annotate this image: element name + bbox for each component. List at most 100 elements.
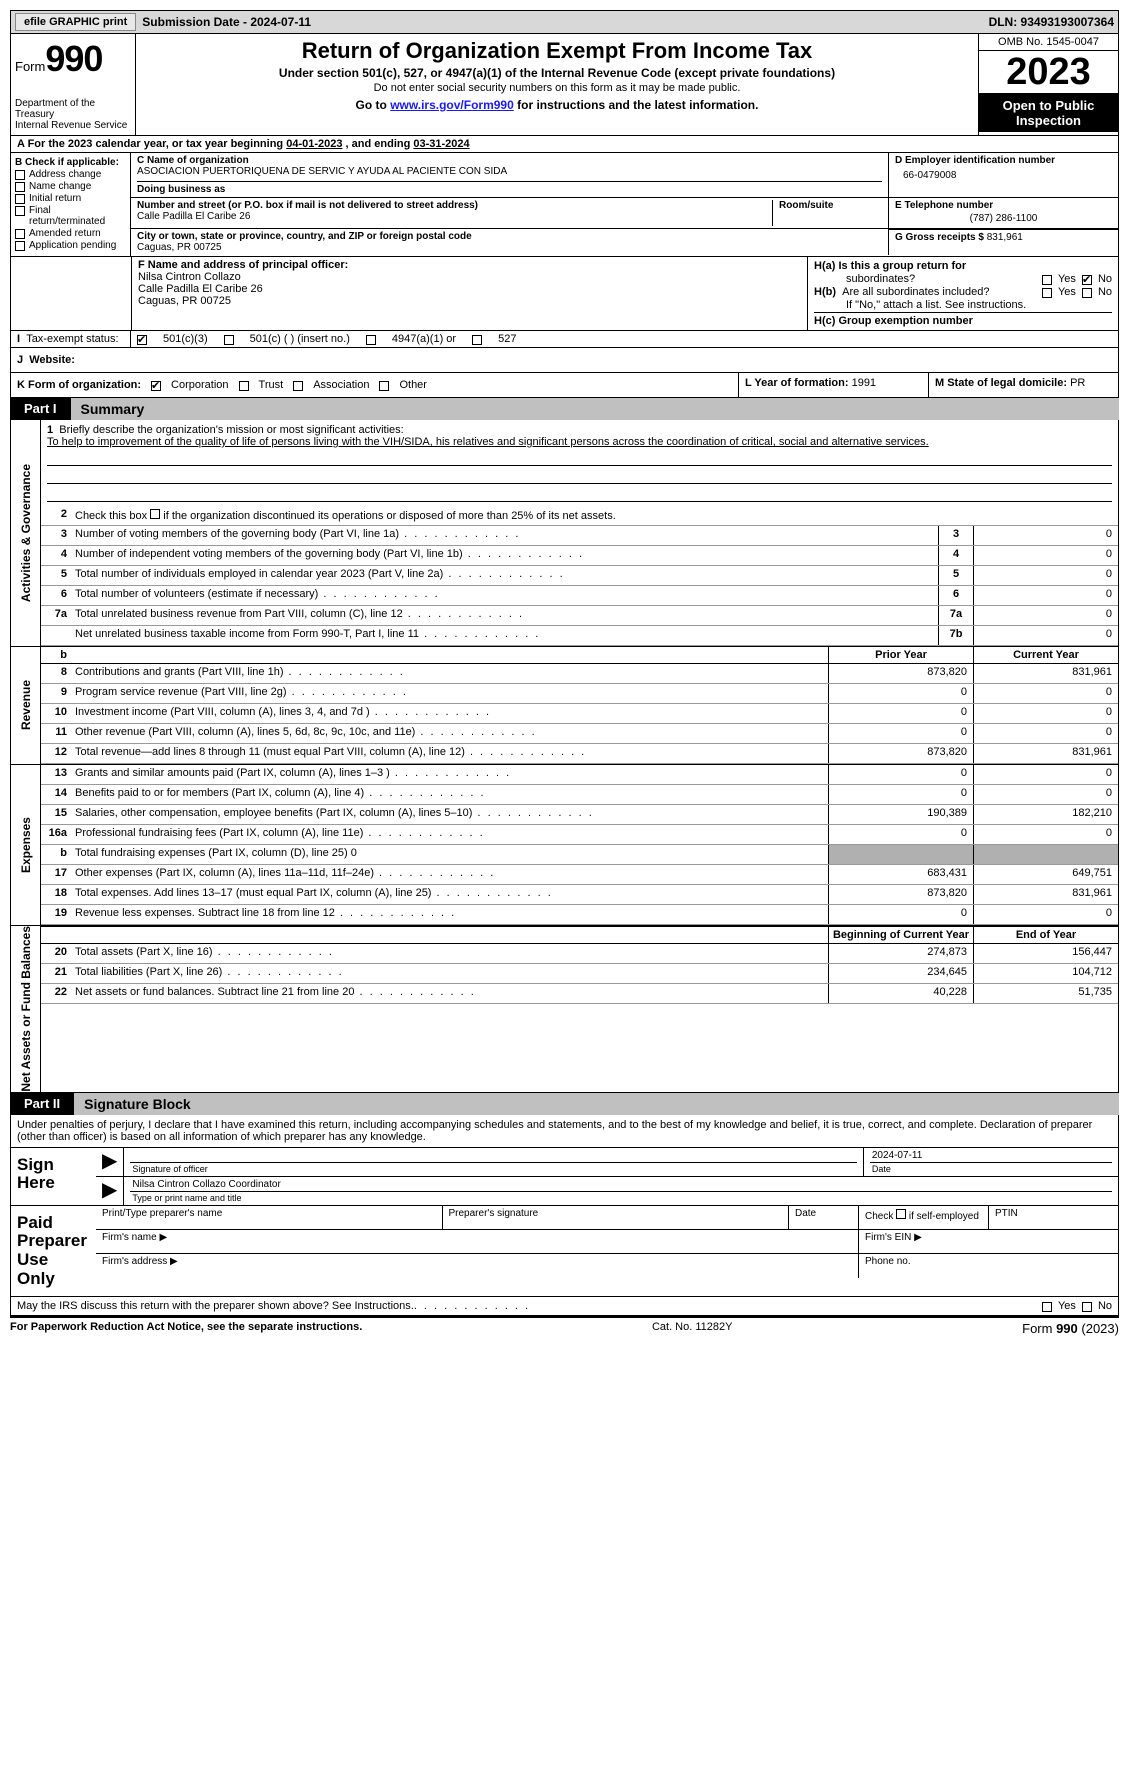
goto-link[interactable]: www.irs.gov/Form990 (390, 98, 514, 112)
section-c-wrap: C Name of organization ASOCIACION PUERTO… (131, 153, 1118, 256)
sign-here-block: Sign Here ▶ Signature of officer 2024-07… (10, 1148, 1119, 1206)
section-h: H(a) Is this a group return for subordin… (808, 257, 1118, 330)
checkbox-icon[interactable] (1082, 288, 1092, 298)
checkbox-icon[interactable] (15, 241, 25, 251)
chk-initial-return[interactable]: Initial return (15, 193, 126, 204)
checkbox-icon[interactable] (379, 381, 389, 391)
gross-label: G Gross receipts $ (895, 232, 984, 243)
section-k: K Form of organization: Corporation Trus… (11, 373, 738, 397)
chk-application-pending[interactable]: Application pending (15, 240, 126, 251)
summary-line: 8Contributions and grants (Part VIII, li… (41, 664, 1118, 684)
summary-expenses: Expenses 13Grants and similar amounts pa… (10, 765, 1119, 926)
yes-label: Yes (1058, 1300, 1076, 1312)
summary-line: 22Net assets or fund balances. Subtract … (41, 984, 1118, 1004)
header-mid: Return of Organization Exempt From Incom… (136, 34, 978, 135)
footer-right: Form 990 (2023) (1022, 1321, 1119, 1336)
vtab-governance: Activities & Governance (11, 420, 41, 646)
checkbox-icon[interactable] (472, 335, 482, 345)
checkbox-icon[interactable] (1042, 275, 1052, 285)
checkbox-icon[interactable] (15, 170, 25, 180)
ha-label: H(a) Is this a group return for (814, 260, 966, 272)
prep-sig-label: Preparer's signature (442, 1206, 789, 1230)
checkbox-icon[interactable] (1042, 1302, 1052, 1312)
checkbox-icon[interactable] (896, 1209, 906, 1219)
efile-print-button[interactable]: efile GRAPHIC print (15, 13, 136, 31)
ein-value: 66-0479008 (895, 166, 1112, 185)
cell-e-phone: E Telephone number (787) 286-1100 (888, 198, 1118, 228)
form-number: 990 (45, 38, 102, 79)
firm-addr-label: Firm's address (102, 1256, 170, 1267)
discuss-text: May the IRS discuss this return with the… (17, 1300, 414, 1312)
paid-preparer-label: Paid Preparer Use Only (11, 1206, 96, 1297)
tax-year: 2023 (979, 51, 1118, 94)
chk-address-change[interactable]: Address change (15, 169, 126, 180)
summary-revenue: Revenue b Prior Year Current Year 8Contr… (10, 647, 1119, 765)
col-prior: Prior Year (828, 647, 973, 663)
goto-line: Go to www.irs.gov/Form990 for instructio… (144, 98, 970, 112)
header-left: Form990 Department of the Treasury Inter… (11, 34, 136, 135)
checkbox-icon[interactable] (1082, 1302, 1092, 1312)
city-label: City or town, state or province, country… (137, 231, 882, 242)
footer-left: For Paperwork Reduction Act Notice, see … (10, 1321, 362, 1336)
summary-line: 21Total liabilities (Part X, line 26)234… (41, 964, 1118, 984)
city-value: Caguas, PR 00725 (137, 242, 882, 253)
opt-501c: 501(c) ( ) (insert no.) (250, 333, 350, 345)
section-b-header: B Check if applicable: (15, 157, 126, 168)
col-end: End of Year (973, 927, 1118, 943)
checkbox-icon[interactable] (137, 335, 147, 345)
checkbox-icon[interactable] (151, 381, 161, 391)
summary-line: 17Other expenses (Part IX, column (A), l… (41, 865, 1118, 885)
checkbox-icon[interactable] (15, 182, 25, 192)
hb-note: If "No," attach a list. See instructions… (814, 299, 1112, 311)
arrow-icon: ▶ (914, 1232, 922, 1243)
header-right: OMB No. 1545-0047 2023 Open to Public In… (978, 34, 1118, 135)
firm-ein-label: Firm's EIN (865, 1232, 914, 1243)
cell-c-street: Number and street (or P.O. box if mail i… (131, 198, 888, 228)
checkbox-icon[interactable] (150, 509, 160, 519)
checkbox-icon[interactable] (239, 381, 249, 391)
checkbox-icon[interactable] (15, 206, 25, 216)
underline-blank (47, 450, 1112, 466)
l-label: L Year of formation: (745, 377, 849, 389)
checkbox-icon[interactable] (293, 381, 303, 391)
officer-signature[interactable] (130, 1149, 856, 1163)
irs-label: Internal Revenue Service (15, 120, 131, 131)
street-value: Calle Padilla El Caribe 26 (137, 211, 772, 222)
checkbox-icon[interactable] (366, 335, 376, 345)
discuss-row: May the IRS discuss this return with the… (10, 1297, 1119, 1316)
checkbox-icon[interactable] (1082, 275, 1092, 285)
part-ii-tag: Part II (10, 1093, 74, 1115)
summary-line: 4Number of independent voting members of… (41, 546, 1118, 566)
chk-amended-return[interactable]: Amended return (15, 228, 126, 239)
k-corp: Corporation (171, 379, 228, 391)
mission-text: To help to improvement of the quality of… (47, 436, 929, 448)
checkbox-icon[interactable] (15, 194, 25, 204)
period-mid: , and ending (342, 138, 413, 150)
cell-g-gross: G Gross receipts $ 831,961 (888, 229, 1118, 255)
vtab-net-assets: Net Assets or Fund Balances (11, 926, 41, 1092)
summary-net-assets: Net Assets or Fund Balances Beginning of… (10, 926, 1119, 1093)
prep-date-label: Date (788, 1206, 858, 1230)
street-label: Number and street (or P.O. box if mail i… (137, 200, 772, 211)
col-b-spacer (11, 257, 131, 330)
omb-number: OMB No. 1545-0047 (979, 34, 1118, 51)
dept-treasury: Department of the Treasury (15, 98, 131, 120)
part-ii-header: Part II Signature Block (10, 1093, 1119, 1115)
signature-intro: Under penalties of perjury, I declare th… (10, 1115, 1119, 1148)
checkbox-icon[interactable] (1042, 288, 1052, 298)
chk-final-return[interactable]: Final return/terminated (15, 205, 126, 227)
form-header: Form990 Department of the Treasury Inter… (10, 34, 1119, 136)
m-value: PR (1070, 377, 1085, 389)
part-i-header: Part I Summary (10, 398, 1119, 420)
chk-name-change[interactable]: Name change (15, 181, 126, 192)
part-i-tag: Part I (10, 398, 71, 420)
checkbox-icon[interactable] (15, 229, 25, 239)
period-end: 03-31-2024 (413, 138, 469, 150)
checkbox-icon[interactable] (224, 335, 234, 345)
ha-label2: subordinates? (814, 273, 915, 285)
vtab-revenue: Revenue (11, 647, 41, 764)
phone-value: (787) 286-1100 (895, 211, 1112, 226)
summary-line: Net unrelated business taxable income fr… (41, 626, 1118, 646)
form-prefix: Form (15, 59, 45, 74)
section-b: B Check if applicable: Address change Na… (11, 153, 131, 256)
